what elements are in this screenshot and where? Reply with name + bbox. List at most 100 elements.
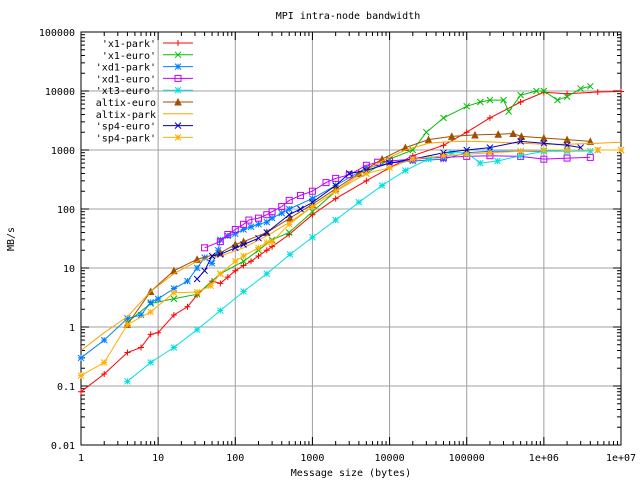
data-point [255, 214, 263, 222]
y-tick-label: 1 [69, 323, 75, 334]
legend-marker [174, 63, 182, 70]
data-point [278, 203, 286, 211]
data-point [286, 214, 294, 222]
data-point [540, 146, 548, 154]
data-point [564, 90, 571, 97]
data-point [263, 239, 271, 246]
legend-label: 'xt3-euro' [96, 86, 156, 97]
data-point [138, 344, 145, 351]
data-point [563, 93, 571, 101]
y-tick-label: 100 [57, 205, 75, 216]
data-point [554, 96, 561, 104]
data-point [155, 329, 162, 336]
data-point [332, 187, 340, 195]
data-point [332, 174, 340, 182]
data-point [232, 267, 239, 274]
data-point [463, 102, 471, 110]
legend-label: altix-park [96, 110, 156, 121]
data-point [594, 146, 602, 154]
grid-lines [81, 32, 621, 445]
data-point [486, 114, 493, 121]
data-point [447, 132, 456, 140]
data-point [170, 285, 178, 292]
data-point [440, 155, 447, 163]
data-point [170, 295, 178, 303]
data-point [563, 146, 571, 154]
data-point [240, 288, 247, 295]
x-tick-label: 10000 [375, 453, 405, 464]
data-point [286, 251, 294, 258]
data-point [617, 146, 625, 154]
data-point [362, 170, 370, 177]
data-point [494, 130, 503, 138]
data-point [297, 205, 304, 213]
data-point [184, 277, 191, 285]
data-point [440, 114, 447, 122]
data-point [386, 157, 394, 165]
data-point [345, 171, 353, 179]
legend-marker [174, 74, 182, 82]
data-point [124, 321, 131, 328]
data-point [193, 326, 201, 334]
series-5 [124, 147, 594, 385]
data-point [517, 91, 524, 99]
data-point [263, 247, 270, 254]
plot-area-border [80, 31, 622, 446]
legend-label: 'sp4-park' [96, 133, 156, 144]
data-point [184, 303, 191, 310]
data-point [517, 147, 524, 155]
data-point [517, 132, 526, 140]
legend-marker [175, 40, 181, 46]
data-point [486, 149, 494, 157]
data-point [240, 241, 247, 248]
data-point [231, 244, 239, 252]
data-point [577, 85, 585, 92]
data-point [345, 170, 353, 177]
data-point [309, 203, 316, 210]
y-tick-label: 100000 [39, 28, 75, 39]
data-point [594, 89, 601, 96]
data-point [285, 229, 293, 236]
data-point [124, 349, 131, 356]
data-point [505, 108, 513, 115]
data-point [285, 211, 293, 219]
data-point [208, 259, 216, 267]
x-tick-label: 1 [78, 453, 84, 464]
series-line [80, 149, 621, 377]
legend-marker [174, 86, 182, 94]
data-point [240, 252, 247, 260]
data-point [586, 137, 595, 145]
data-point [100, 359, 108, 366]
data-point [147, 308, 155, 316]
data-point [332, 182, 340, 189]
data-point [362, 164, 370, 172]
data-point [494, 157, 501, 165]
data-point [586, 153, 594, 161]
data-point [193, 288, 201, 296]
data-point [231, 230, 239, 238]
data-point [362, 167, 370, 174]
y-tick-label: 1000 [51, 146, 75, 157]
legend-label: 'x1-park' [102, 39, 156, 50]
x-tick-label: 100 [226, 453, 244, 464]
series-1 [78, 88, 624, 395]
data-point [309, 195, 316, 202]
data-point [214, 246, 222, 254]
data-point [540, 139, 548, 147]
data-point [586, 147, 594, 155]
data-point [269, 243, 276, 250]
data-point [268, 238, 276, 245]
y-tick-label: 0.1 [57, 382, 75, 393]
legend-label: 'sp4-euro' [96, 122, 156, 133]
x-tick-label: 100000 [449, 453, 485, 464]
data-point [240, 257, 247, 265]
data-point [147, 331, 154, 338]
legend-marker [174, 134, 182, 141]
legend-marker [174, 122, 182, 129]
y-axis-label: MB/s [6, 227, 17, 251]
data-point [224, 230, 232, 238]
series-line [80, 140, 622, 351]
data-point [517, 138, 524, 145]
data-point [263, 270, 271, 278]
series-line [127, 85, 591, 323]
